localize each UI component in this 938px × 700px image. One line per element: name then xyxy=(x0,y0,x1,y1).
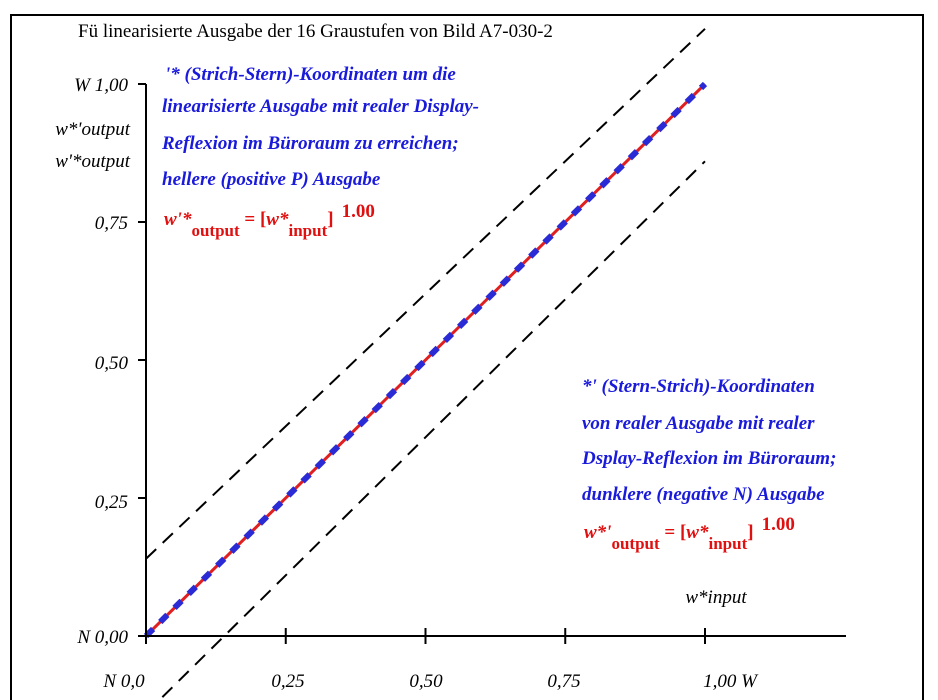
x-axis-label: w*input xyxy=(685,587,747,608)
annotation-bottom-formula: w*'output = [w*input] 1.00 xyxy=(584,514,795,553)
x-tick-label-3: 0,75 xyxy=(547,671,580,692)
annotation-top-line-3: Reflexion im Büroraum zu erreichen; xyxy=(161,133,459,154)
y-tick-label-2: 0,50 xyxy=(95,353,129,374)
x-ticks xyxy=(145,628,706,644)
annotation-bottom-line-1: *' (Stern-Strich)-Koordinaten xyxy=(582,376,815,397)
x-tick-label-2: 0,50 xyxy=(409,671,443,692)
y-tick-label-1: 0,25 xyxy=(95,492,128,513)
plot-lines xyxy=(143,28,708,700)
x-tick-label-0: N 0,0 xyxy=(102,671,145,692)
annotation-bottom-line-4: dunklere (negative N) Ausgabe xyxy=(582,484,825,505)
x-tick-label-1: 0,25 xyxy=(271,671,304,692)
y-axis-label-1: w*'output xyxy=(55,119,131,140)
annotation-top-line-4: hellere (positive P) Ausgabe xyxy=(162,169,381,190)
x-tick-label-4: 1,00 W xyxy=(703,671,759,692)
annotation-top-line-1: '* (Strich-Stern)-Koordinaten um die xyxy=(165,64,456,85)
annotation-top-formula: w'*output = [w*input] 1.00 xyxy=(164,201,375,240)
series-line-2 xyxy=(145,28,706,560)
chart-title: Fü linearisierte Ausgabe der 16 Graustuf… xyxy=(78,21,553,42)
chart-frame xyxy=(10,14,924,700)
y-ticks xyxy=(138,83,146,637)
series-line-0 xyxy=(144,82,707,638)
annotation-bottom-line-2: von realer Ausgabe mit realer xyxy=(582,413,815,434)
series-line-3 xyxy=(158,160,706,700)
annotation-top-line-2: linearisierte Ausgabe mit realer Display… xyxy=(162,96,479,117)
annotation-bottom-line-3: Dsplay-Reflexion im Büroraum; xyxy=(581,448,836,469)
y-tick-label-4: W 1,00 xyxy=(74,75,128,96)
y-tick-label-0: N 0,00 xyxy=(76,627,128,648)
y-axis-label-2: w'*output xyxy=(55,151,131,172)
y-tick-label-3: 0,75 xyxy=(95,213,128,234)
